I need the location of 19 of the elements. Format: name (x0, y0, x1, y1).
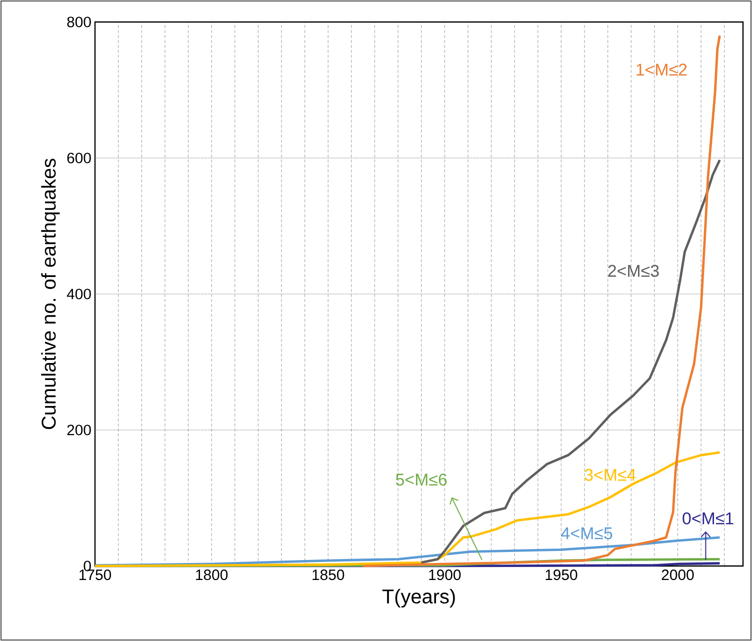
x-tick-label: 1750 (80, 570, 112, 580)
x-axis-title: T(years) (382, 588, 455, 608)
y-axis-title: Cumulative no. of earthquakes (41, 158, 60, 430)
x-tick-label: 2000 (662, 570, 694, 580)
y-tick-label: 200 (67, 424, 91, 436)
x-tick-label: 1900 (429, 570, 461, 580)
x-tick-label: 1800 (196, 570, 228, 580)
y-tick-label: 800 (67, 16, 91, 28)
y-tick-label: 600 (67, 152, 91, 164)
text: 0<M≤1 (682, 512, 734, 524)
x-tick-label: 1850 (312, 570, 344, 580)
series-label: 3<M≤4 (584, 468, 636, 481)
text: 5<M≤6 (396, 474, 447, 486)
y-tick-label: 0 (84, 560, 91, 572)
x-tick-label: 1950 (546, 570, 578, 580)
series-label: 1<M≤2 (636, 64, 687, 76)
series-label: 4<M≤5 (561, 527, 612, 540)
y-tick-label: 400 (66, 288, 91, 300)
series-label: 2<M≤3 (608, 264, 659, 277)
